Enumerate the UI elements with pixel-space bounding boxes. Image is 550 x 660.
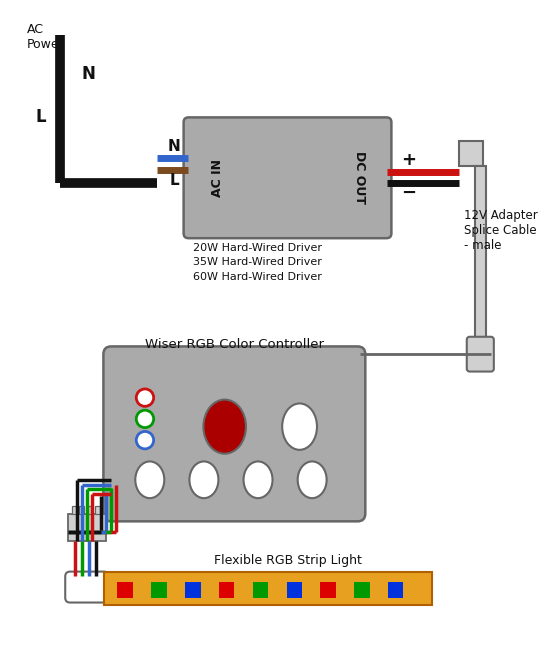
FancyBboxPatch shape — [103, 346, 365, 521]
FancyBboxPatch shape — [467, 337, 494, 372]
Bar — [151, 582, 167, 598]
Text: AC
Power: AC Power — [27, 22, 65, 51]
Text: AC IN: AC IN — [211, 159, 224, 197]
Ellipse shape — [204, 399, 246, 453]
Bar — [219, 582, 234, 598]
Text: 12V Adapter
Splice Cable
- male: 12V Adapter Splice Cable - male — [464, 209, 538, 252]
Ellipse shape — [189, 461, 218, 498]
Bar — [185, 582, 201, 598]
Text: +: + — [401, 151, 416, 169]
Bar — [87, 506, 92, 513]
Bar — [354, 582, 370, 598]
FancyBboxPatch shape — [184, 117, 392, 238]
Bar — [320, 582, 336, 598]
Circle shape — [136, 389, 153, 407]
Bar — [287, 582, 302, 598]
Bar — [252, 582, 268, 598]
FancyBboxPatch shape — [65, 572, 109, 603]
Text: L: L — [35, 108, 46, 127]
Text: Wiser RGB Color Controller: Wiser RGB Color Controller — [145, 338, 324, 351]
Bar — [72, 506, 76, 513]
Bar — [95, 506, 100, 513]
Bar — [388, 582, 404, 598]
Bar — [68, 513, 106, 541]
Text: Flexible RGB Strip Light: Flexible RGB Strip Light — [213, 554, 361, 566]
Text: L: L — [169, 173, 179, 187]
Bar — [459, 141, 483, 166]
Bar — [117, 582, 133, 598]
Text: 20W Hard-Wired Driver: 20W Hard-Wired Driver — [193, 243, 322, 253]
Text: DC OUT: DC OUT — [353, 151, 366, 205]
Bar — [104, 572, 432, 605]
Text: 35W Hard-Wired Driver: 35W Hard-Wired Driver — [193, 257, 322, 267]
Text: −: − — [401, 183, 416, 202]
Ellipse shape — [298, 461, 327, 498]
Circle shape — [136, 432, 153, 449]
Text: N: N — [82, 65, 96, 83]
Ellipse shape — [135, 461, 164, 498]
Bar — [79, 506, 84, 513]
Text: 60W Hard-Wired Driver: 60W Hard-Wired Driver — [193, 272, 322, 282]
Ellipse shape — [244, 461, 273, 498]
Text: N: N — [168, 139, 180, 154]
Bar — [475, 166, 486, 340]
Circle shape — [136, 411, 153, 428]
Ellipse shape — [282, 403, 317, 450]
